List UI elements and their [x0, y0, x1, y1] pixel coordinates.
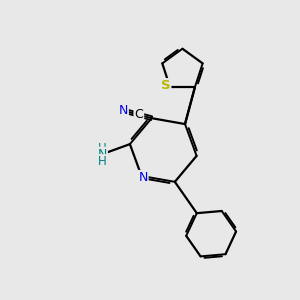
Text: H: H: [98, 142, 106, 155]
Text: N: N: [98, 148, 107, 161]
Text: H: H: [98, 155, 106, 168]
Text: C: C: [134, 108, 143, 121]
Text: N: N: [118, 104, 128, 117]
Text: S: S: [161, 79, 170, 92]
Text: N: N: [138, 171, 148, 184]
